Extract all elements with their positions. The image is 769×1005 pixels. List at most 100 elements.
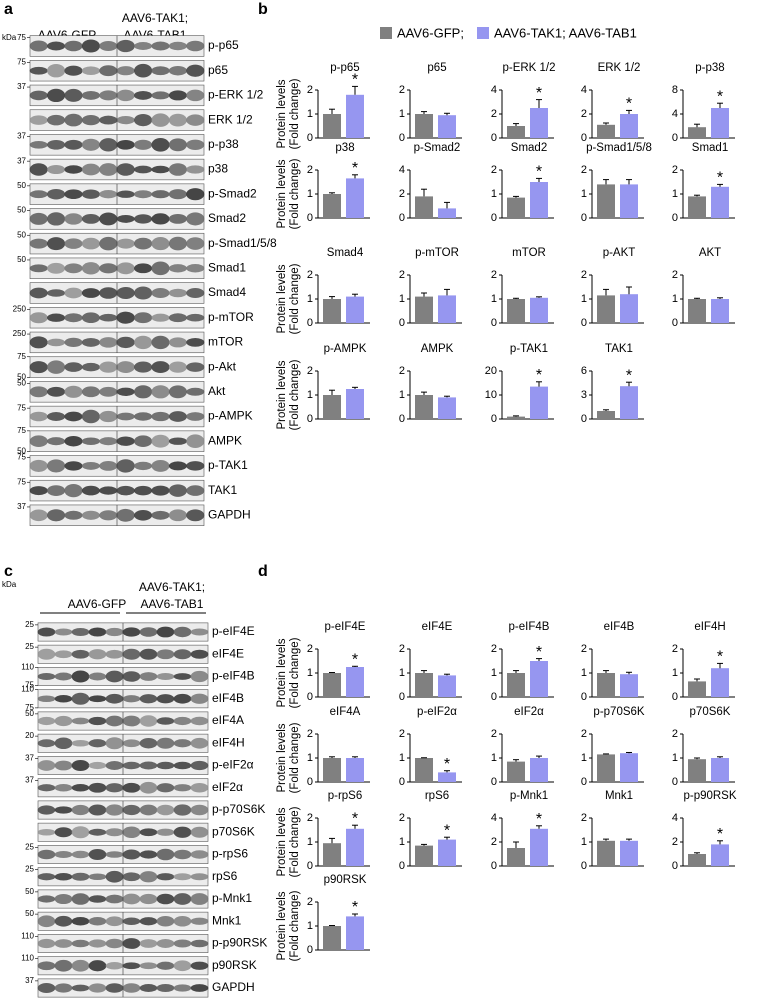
blot-band	[105, 828, 124, 837]
kda-marker: 50	[25, 909, 34, 918]
blot-band	[71, 872, 90, 881]
significance: *	[626, 96, 632, 113]
y-tick-label: 1	[581, 667, 587, 679]
blot-band	[151, 459, 170, 472]
significance: *	[717, 170, 723, 187]
protein-label: eIF4H	[212, 735, 245, 749]
significance: *	[536, 644, 542, 661]
blot-band	[29, 486, 48, 496]
bar	[530, 758, 548, 782]
blot-band	[71, 649, 90, 659]
y-tick-label: 0	[307, 212, 313, 224]
blot-band	[37, 961, 56, 971]
blot-band	[47, 459, 66, 473]
blot-band	[29, 435, 48, 447]
y-tick-label: 0	[307, 132, 313, 144]
blot-band	[190, 984, 209, 992]
blot-band	[64, 362, 83, 372]
group-label: AAV6-TAK1;	[139, 580, 205, 594]
blot-band	[116, 485, 135, 496]
blot-band	[64, 40, 83, 52]
protein-label: Akt	[208, 384, 226, 398]
y-tick-label: 4	[491, 84, 497, 96]
blot-band	[156, 848, 175, 861]
protein-label: Mnk1	[212, 913, 242, 927]
blot-band	[88, 960, 107, 972]
blot-band	[156, 672, 175, 681]
blot-band	[37, 672, 56, 681]
kda-marker: 50	[17, 447, 26, 456]
blot-band	[64, 65, 83, 76]
blot-band	[139, 627, 158, 637]
y-tick-label: 1	[307, 752, 313, 764]
blot-band	[122, 804, 141, 816]
bar	[597, 184, 615, 218]
blot-band	[151, 66, 170, 76]
bar	[415, 673, 433, 697]
blot-band	[186, 338, 205, 347]
y-tick-label: 0	[307, 944, 313, 956]
blot-band	[29, 386, 48, 398]
blot-band	[190, 961, 209, 970]
blot-band	[54, 915, 73, 927]
blot-band	[29, 238, 48, 249]
blot-band	[105, 938, 124, 949]
blot-band	[88, 917, 107, 926]
y-axis-label: Protein levels	[276, 891, 288, 960]
blot-band	[168, 288, 187, 298]
bar	[507, 416, 525, 419]
y-tick-label: 2	[399, 365, 405, 377]
y-tick-label: 1	[307, 293, 313, 305]
blot-band	[156, 737, 175, 749]
blot-band	[173, 784, 192, 792]
blot-band	[168, 163, 187, 176]
blot-band	[105, 851, 124, 858]
blot-band	[190, 760, 209, 771]
protein-label: eIF4B	[212, 691, 244, 705]
blot-band	[190, 783, 209, 793]
bar	[507, 126, 525, 138]
bar	[323, 673, 341, 697]
kda-marker: 37	[17, 82, 26, 91]
blot-band	[116, 115, 135, 125]
blot-band	[190, 693, 209, 704]
blot-band	[173, 984, 192, 992]
blot-band	[88, 672, 107, 681]
bar	[323, 194, 341, 218]
y-tick-label: 2	[672, 643, 678, 655]
blot-band	[105, 737, 124, 750]
blot-band	[173, 826, 192, 838]
blot-band	[190, 917, 209, 925]
y-axis-label: (Fold change)	[289, 158, 301, 229]
blot-band	[71, 784, 90, 792]
blot-band	[116, 311, 135, 324]
legend-swatch	[477, 27, 489, 39]
blot-band	[173, 873, 192, 881]
blot-band	[29, 40, 48, 52]
panel-label: c	[4, 563, 13, 580]
y-tick-label: 1	[307, 920, 313, 932]
y-tick-label: 1	[307, 836, 313, 848]
blot-band	[105, 649, 124, 659]
y-tick-label: 4	[672, 108, 678, 120]
blot-band	[151, 213, 170, 225]
kda-marker: 250	[13, 304, 27, 313]
y-tick-label: 6	[581, 365, 587, 377]
blot-band	[105, 627, 124, 637]
blot-band	[81, 163, 100, 176]
blot-band	[99, 65, 118, 77]
bar	[346, 758, 364, 782]
bar	[438, 675, 456, 697]
blot-band	[81, 362, 100, 372]
y-tick-label: 2	[581, 164, 587, 176]
blot-band	[134, 139, 153, 150]
bar	[346, 667, 364, 697]
blot-band	[71, 717, 90, 725]
y-tick-label: 0	[491, 691, 497, 703]
protein-label: p-Akt	[208, 359, 237, 373]
blot-band	[134, 42, 153, 50]
y-tick-label: 10	[485, 389, 497, 401]
legend-swatch	[380, 27, 392, 39]
blot-band	[122, 849, 141, 860]
y-tick-label: 1	[581, 293, 587, 305]
